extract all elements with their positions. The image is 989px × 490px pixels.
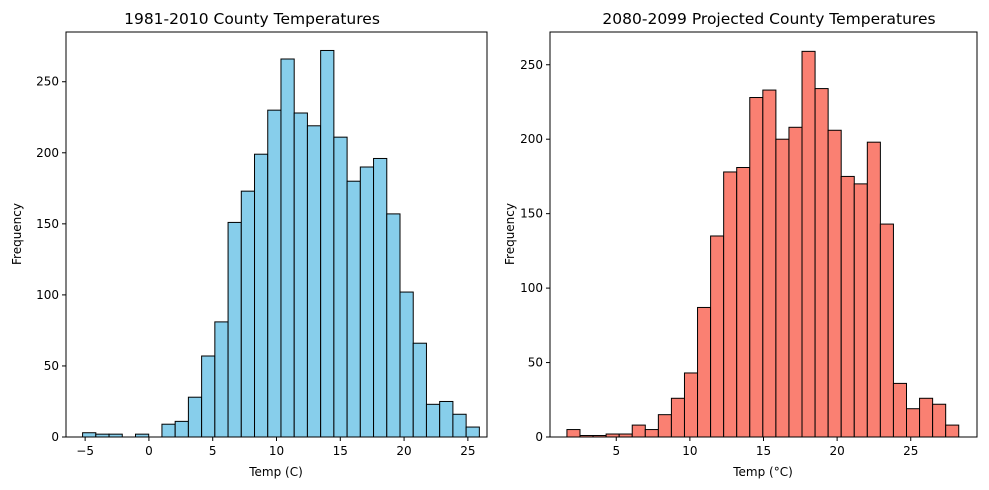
y-ticks: 0 50 100 150 200 250: [36, 75, 66, 444]
histogram-bar: [906, 408, 921, 438]
x-ticks: −5 0 5 10 15 20 25: [76, 437, 476, 458]
histogram-bar: [280, 58, 295, 438]
x-tick-label: −5: [76, 444, 94, 458]
y-tick-label: 200: [520, 132, 543, 146]
x-tick-label: 0: [145, 444, 153, 458]
histogram-bar: [932, 403, 947, 438]
x-tick-label: 20: [829, 444, 844, 458]
histogram-bar: [566, 429, 581, 438]
histogram-bar: [320, 49, 335, 438]
histogram-bar: [174, 420, 189, 438]
bars-group: [566, 50, 960, 438]
histogram-bar: [267, 109, 282, 438]
histogram-bar: [201, 355, 216, 438]
histogram-bar: [82, 432, 97, 438]
histogram-bar: [644, 429, 659, 438]
histogram-bar: [657, 414, 672, 438]
histogram-bar: [240, 190, 256, 438]
x-tick-label: 15: [333, 444, 348, 458]
histogram-bar: [683, 372, 699, 438]
y-tick-label: 50: [44, 359, 59, 373]
y-tick-label: 150: [36, 217, 59, 231]
x-axis-label: Temp (°C): [732, 465, 793, 479]
chart-title: 1981-2010 County Temperatures: [124, 10, 380, 28]
y-tick-label: 250: [36, 75, 59, 89]
y-tick-label: 150: [520, 207, 543, 221]
histogram-bar: [840, 175, 855, 438]
histogram-bar: [710, 235, 725, 438]
y-tick-label: 0: [535, 430, 543, 444]
histogram-bar: [425, 403, 441, 438]
y-axis-label: Frequency: [10, 203, 24, 265]
x-tick-label: 5: [612, 444, 620, 458]
histogram-bar: [373, 157, 388, 438]
histogram-bar: [775, 138, 790, 438]
histogram-bar: [788, 126, 803, 438]
plot-frame: [65, 31, 488, 438]
histogram-bar: [670, 397, 685, 438]
histogram-bar: [749, 97, 764, 438]
histogram-bar: [214, 321, 229, 438]
histogram-bar: [697, 306, 712, 438]
x-tick-label: 5: [209, 444, 217, 458]
x-tick-label: 10: [682, 444, 697, 458]
x-tick-label: 25: [460, 444, 475, 458]
y-tick-label: 50: [528, 356, 543, 370]
histogram-bar: [187, 396, 203, 438]
histogram-bar: [801, 50, 816, 438]
histogram-bar: [333, 136, 348, 438]
histogram-panel-1981-2010: 1981-2010 County Temperatures −5 0 5 10 15 20…: [10, 10, 488, 479]
x-axis-label: Temp (C): [248, 465, 303, 479]
histogram-bar: [452, 413, 467, 438]
histogram-bar: [919, 397, 934, 438]
y-tick-label: 250: [520, 58, 543, 72]
histogram-bar: [945, 424, 960, 438]
histogram-bar: [827, 129, 842, 438]
histogram-bar: [736, 166, 751, 438]
histogram-bar: [412, 342, 427, 438]
histogram-bar: [723, 171, 738, 438]
histogram-bar: [762, 89, 777, 438]
x-tick-label: 20: [396, 444, 411, 458]
y-tick-label: 0: [51, 430, 59, 444]
histogram-bar: [161, 423, 176, 438]
histogram-bar: [399, 291, 414, 438]
histogram-bar: [254, 153, 269, 438]
histogram-bar: [814, 88, 829, 438]
chart-title: 2080-2099 Projected County Temperatures: [602, 10, 935, 28]
plot-frame: [549, 31, 978, 438]
histogram-bar: [346, 180, 361, 438]
histogram-panel-2080-2099: 2080-2099 Projected County Temperatures …: [503, 10, 978, 479]
histogram-bar: [227, 221, 242, 438]
x-tick-label: 25: [903, 444, 918, 458]
histogram-bar: [879, 223, 894, 438]
histogram-bar: [359, 166, 375, 438]
histogram-bar: [866, 141, 881, 438]
histogram-bar: [306, 125, 322, 438]
y-ticks: 0 50 100 150 200 250: [520, 58, 550, 444]
histogram-bar: [892, 382, 908, 438]
y-tick-label: 200: [36, 146, 59, 160]
bars-group: [82, 49, 480, 438]
y-tick-label: 100: [520, 281, 543, 295]
histogram-bar: [853, 183, 868, 438]
histogram-bar: [439, 400, 454, 438]
x-ticks: 5 10 15 20 25: [612, 437, 918, 458]
y-tick-label: 100: [36, 288, 59, 302]
histogram-bar: [631, 424, 646, 438]
y-axis-label: Frequency: [503, 203, 517, 265]
histogram-bar: [293, 112, 308, 438]
x-tick-label: 10: [269, 444, 284, 458]
histogram-bar: [386, 213, 401, 438]
histogram-bar: [465, 426, 480, 438]
x-tick-label: 15: [756, 444, 771, 458]
